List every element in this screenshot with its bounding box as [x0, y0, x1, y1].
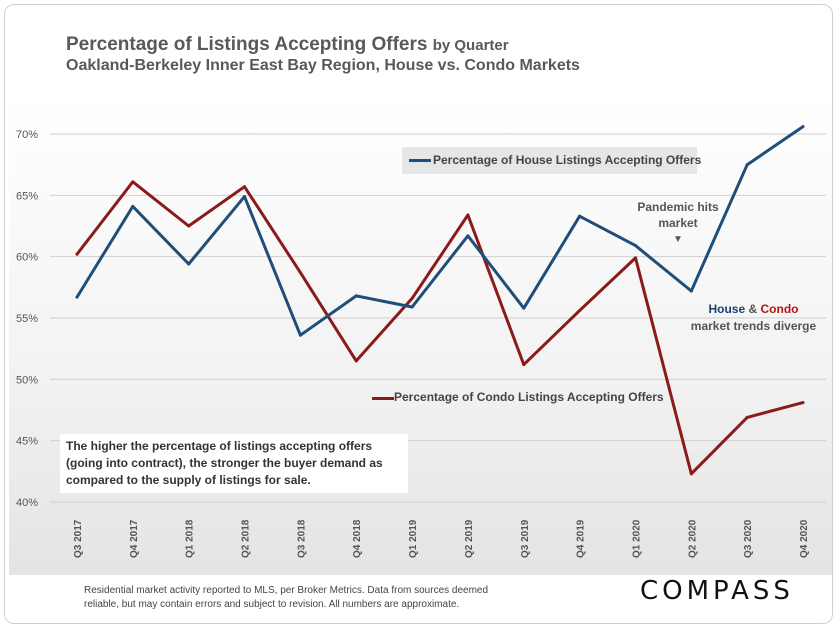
house-data-point — [410, 305, 414, 309]
legend-house-swatch — [409, 159, 431, 162]
x-tick-label: Q4 2018 — [352, 519, 363, 558]
compass-logo: COMPASS — [640, 576, 794, 606]
chart-title: Percentage of Listings Accepting Offers … — [66, 34, 509, 56]
house-series-line — [75, 125, 805, 337]
x-tick-label: Q3 2018 — [296, 519, 307, 558]
house-data-point — [522, 306, 526, 310]
diverge-condo-word: Condo — [760, 302, 799, 316]
condo-data-point — [522, 363, 526, 367]
diverge-line2: market trends diverge — [690, 319, 817, 333]
y-tick-label: 50% — [16, 374, 38, 386]
title-suffix: by Quarter — [432, 37, 509, 54]
condo-data-point — [578, 309, 582, 313]
demand-note: The higher the percentage of listings ac… — [60, 434, 408, 493]
condo-data-point — [633, 256, 637, 260]
x-tick-label: Q4 2019 — [576, 519, 587, 558]
x-tick-label: Q3 2020 — [743, 519, 754, 558]
house-data-point — [633, 244, 637, 248]
house-data-point — [801, 125, 805, 129]
house-data-point — [354, 294, 358, 298]
condo-data-point — [131, 180, 135, 184]
down-arrow-icon: ▼ — [673, 234, 683, 245]
legend-condo-label: Percentage of Condo Listings Accepting O… — [394, 390, 664, 404]
condo-data-point — [75, 252, 79, 256]
x-tick-label: Q2 2018 — [241, 519, 252, 558]
x-tick-label: Q4 2020 — [799, 519, 810, 558]
condo-data-point — [689, 472, 693, 476]
pandemic-annotation: Pandemic hits market ▼ — [634, 199, 722, 247]
chart-subtitle: Oakland-Berkeley Inner East Bay Region, … — [66, 57, 580, 74]
x-tick-label: Q3 2019 — [520, 519, 531, 558]
chart-card — [4, 4, 833, 624]
condo-data-point — [243, 185, 247, 189]
legend-house-label: Percentage of House Listings Accepting O… — [433, 153, 702, 167]
y-tick-label: 60% — [16, 252, 38, 264]
house-data-point — [298, 333, 302, 337]
condo-data-point — [801, 401, 805, 405]
footer-disclaimer: Residential market activity reported to … — [84, 584, 488, 612]
pandemic-line2: market — [658, 216, 698, 230]
house-data-point — [187, 262, 191, 266]
diverge-annotation: House & Condo market trends diverge — [686, 301, 821, 335]
legend-condo-swatch — [372, 397, 394, 400]
diverge-amp: & — [745, 302, 761, 316]
house-data-point — [466, 234, 470, 238]
x-tick-label: Q1 2019 — [408, 519, 419, 558]
x-tick-label: Q2 2020 — [687, 519, 698, 558]
condo-data-point — [466, 213, 470, 217]
condo-data-point — [298, 271, 302, 275]
condo-data-point — [187, 224, 191, 228]
condo-data-point — [354, 359, 358, 363]
house-data-point — [745, 163, 749, 167]
condo-data-point — [410, 296, 414, 300]
y-tick-label: 70% — [16, 129, 38, 141]
footer-line1: Residential market activity reported to … — [84, 585, 489, 596]
plot-background — [9, 97, 832, 575]
legend-house: Percentage of House Listings Accepting O… — [402, 147, 701, 174]
y-tick-label: 45% — [16, 436, 38, 448]
condo-data-point — [745, 415, 749, 419]
pandemic-line1: Pandemic hits — [637, 200, 719, 214]
condo-series-line — [75, 180, 805, 476]
house-data-point — [131, 204, 135, 208]
x-tick-label: Q1 2020 — [631, 519, 642, 558]
y-tick-label: 55% — [16, 313, 38, 325]
x-tick-label: Q1 2018 — [185, 519, 196, 558]
y-tick-label: 65% — [16, 190, 38, 202]
house-data-point — [689, 289, 693, 293]
footer-line2: reliable, but may contain errors and sub… — [84, 599, 460, 610]
diverge-house-word: House — [708, 302, 746, 316]
x-tick-label: Q4 2017 — [129, 519, 140, 558]
y-tick-label: 40% — [16, 497, 38, 509]
x-tick-label: Q3 2017 — [73, 519, 84, 558]
legend-condo: Percentage of Condo Listings Accepting O… — [368, 388, 664, 408]
x-tick-label: Q2 2019 — [464, 519, 475, 558]
house-data-point — [578, 214, 582, 218]
house-data-point — [75, 295, 79, 299]
house-data-point — [243, 195, 247, 199]
title-text: Percentage of Listings Accepting Offers — [66, 34, 428, 55]
